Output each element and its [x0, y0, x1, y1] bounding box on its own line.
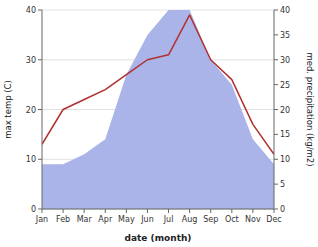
precipitation-area: [42, 10, 274, 209]
y-tick: [38, 209, 42, 210]
y2-tick: [274, 184, 278, 185]
x-tick: [210, 209, 211, 213]
x-tick: [126, 209, 127, 213]
y-tick: [38, 109, 42, 110]
y2-axis-title: med. precipitation (kg/m2): [305, 52, 315, 166]
y2-tick: [274, 84, 278, 85]
y-tick-label: 30: [26, 56, 36, 65]
temperature-line: [42, 15, 274, 154]
x-tick-label: Jul: [163, 215, 174, 224]
y2-tick: [274, 159, 278, 160]
y2-tick: [274, 209, 278, 210]
x-tick-label: Sep: [203, 215, 218, 224]
y-axis-title: max temp (C): [3, 80, 13, 139]
y-tick: [38, 10, 42, 11]
y-tick: [38, 59, 42, 60]
y2-tick-label: 35: [280, 31, 290, 40]
x-axis-title: date (month): [125, 233, 192, 243]
y2-tick-label: 10: [280, 155, 290, 164]
x-tick-label: Jun: [140, 215, 154, 224]
x-tick-label: Mar: [77, 215, 93, 224]
y2-tick: [274, 59, 278, 60]
x-tick: [84, 209, 85, 213]
x-tick: [63, 209, 64, 213]
y2-tick: [274, 134, 278, 135]
x-tick-label: May: [118, 215, 135, 224]
x-tick-label: Jan: [35, 215, 48, 224]
x-tick: [168, 209, 169, 213]
y-tick-label: 0: [31, 205, 36, 214]
y2-tick-label: 5: [280, 180, 285, 189]
x-tick-label: Nov: [245, 215, 261, 224]
grid-line: [42, 10, 274, 11]
x-tick: [252, 209, 253, 213]
plot-area: [42, 10, 274, 209]
y-tick-label: 10: [26, 155, 36, 164]
x-tick-label: Aug: [182, 215, 198, 224]
x-tick: [105, 209, 106, 213]
y2-tick: [274, 34, 278, 35]
y-tick-label: 40: [26, 6, 36, 15]
x-tick-label: Feb: [56, 215, 70, 224]
y2-tick-label: 20: [280, 106, 290, 115]
y2-tick-label: 0: [280, 205, 285, 214]
y2-tick: [274, 10, 278, 11]
x-tick: [274, 209, 275, 213]
y2-tick: [274, 109, 278, 110]
y2-tick-label: 30: [280, 56, 290, 65]
y2-tick-label: 15: [280, 130, 290, 139]
y-tick-label: 20: [26, 106, 36, 115]
x-tick: [147, 209, 148, 213]
x-tick-label: Dec: [266, 215, 281, 224]
y2-tick-label: 25: [280, 81, 290, 90]
x-tick-label: Apr: [98, 215, 113, 224]
x-tick: [231, 209, 232, 213]
x-tick: [189, 209, 190, 213]
grid-line: [42, 209, 274, 210]
chart: 0 10 20 30 40 0 5 10 15 20 25 30 35 40 Jan Feb Mar Apr May…: [0, 0, 318, 247]
chart-container: 0 10 20 30 40 0 5 10 15 20 25 30 35 40 Jan Feb Mar Apr May…: [0, 0, 318, 247]
x-axis-line: [42, 209, 274, 210]
x-tick-label: Oct: [225, 215, 239, 224]
x-tick: [42, 209, 43, 213]
y-tick: [38, 159, 42, 160]
y2-tick-label: 40: [280, 6, 290, 15]
